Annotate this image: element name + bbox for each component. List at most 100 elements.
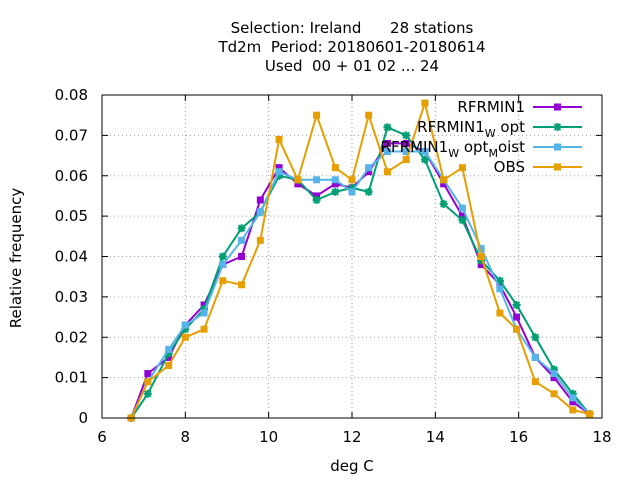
data-point bbox=[275, 171, 284, 180]
title-line-2: Td2m Period: 20180601-20180614 bbox=[217, 38, 485, 56]
x-tick-label: 12 bbox=[342, 428, 361, 446]
data-point bbox=[440, 176, 448, 184]
data-point bbox=[331, 176, 339, 184]
data-point bbox=[513, 313, 521, 321]
series-line bbox=[130, 142, 591, 419]
legend-label: OBS bbox=[494, 158, 525, 176]
legend-item: OBS bbox=[494, 158, 582, 176]
data-point bbox=[402, 139, 410, 147]
data-point bbox=[420, 155, 429, 164]
data-point bbox=[496, 309, 504, 317]
y-tick-label: 0 bbox=[78, 409, 88, 427]
legend-item: RFRMIN1W optMoist bbox=[381, 138, 582, 160]
data-point bbox=[294, 180, 302, 188]
data-point bbox=[200, 301, 208, 309]
data-point bbox=[348, 183, 356, 192]
data-point bbox=[550, 370, 558, 378]
data-point bbox=[200, 304, 209, 313]
legend-item: RFRMIN1W opt bbox=[417, 118, 582, 140]
data-point bbox=[439, 200, 448, 209]
legend-marker bbox=[553, 123, 562, 131]
series-1 bbox=[127, 139, 593, 422]
data-point bbox=[256, 208, 264, 216]
data-point bbox=[256, 196, 264, 204]
data-point bbox=[219, 261, 227, 269]
data-point bbox=[164, 349, 173, 358]
data-point bbox=[312, 195, 321, 204]
x-tick-label: 10 bbox=[259, 428, 278, 446]
data-point bbox=[238, 236, 246, 244]
data-point bbox=[531, 333, 540, 342]
data-point bbox=[477, 256, 486, 265]
data-point bbox=[238, 253, 246, 260]
data-point bbox=[218, 252, 227, 261]
data-point bbox=[348, 176, 356, 184]
data-point bbox=[165, 353, 173, 361]
data-point bbox=[165, 345, 173, 353]
y-tick-label: 0.03 bbox=[55, 288, 88, 306]
data-point bbox=[568, 389, 577, 398]
y-tick-label: 0.06 bbox=[55, 167, 88, 185]
data-point bbox=[512, 300, 521, 309]
legend-label: RFRMIN1W optMoist bbox=[381, 138, 526, 160]
data-point bbox=[237, 224, 246, 233]
data-point bbox=[513, 325, 521, 333]
data-point bbox=[275, 135, 283, 143]
data-point bbox=[294, 176, 302, 184]
data-point bbox=[477, 261, 485, 269]
legend-marker bbox=[554, 163, 561, 171]
data-point bbox=[550, 374, 558, 382]
data-point bbox=[200, 325, 208, 333]
data-point bbox=[144, 370, 152, 378]
data-point bbox=[313, 176, 321, 184]
data-point bbox=[586, 410, 593, 418]
x-tick-label: 18 bbox=[592, 428, 611, 446]
data-point bbox=[458, 164, 466, 172]
y-tick-label: 0.02 bbox=[55, 328, 88, 346]
data-point bbox=[402, 148, 410, 156]
data-point bbox=[181, 325, 190, 334]
y-tick-label: 0.07 bbox=[55, 126, 88, 144]
axis-ticks: 6 8 10 12 14 16 18 0 0.01 0.02 0.03 0.04 0.05 0.06 0.0… bbox=[55, 86, 612, 446]
legend-label: RFRMIN1W opt bbox=[417, 118, 525, 140]
series-layer bbox=[127, 99, 594, 422]
x-axis-label: deg C bbox=[330, 457, 374, 475]
data-point bbox=[219, 277, 227, 285]
data-point bbox=[496, 281, 504, 289]
y-tick-label: 0.01 bbox=[55, 369, 88, 387]
data-point bbox=[458, 204, 466, 212]
data-point bbox=[569, 398, 577, 406]
series-2 bbox=[127, 123, 594, 422]
data-point bbox=[531, 378, 539, 386]
data-point bbox=[383, 123, 392, 132]
data-point bbox=[569, 394, 577, 402]
series-line bbox=[130, 150, 591, 419]
data-point bbox=[421, 148, 429, 156]
data-point bbox=[365, 164, 373, 172]
data-point bbox=[477, 244, 485, 252]
data-point bbox=[402, 156, 410, 164]
legend-marker bbox=[554, 143, 561, 151]
title-line-3: Used 00 + 01 02 ... 24 bbox=[265, 57, 439, 75]
legend-label: RFRMIN1 bbox=[457, 98, 525, 116]
data-point bbox=[165, 362, 173, 370]
data-point bbox=[531, 353, 539, 361]
y-tick-label: 0.08 bbox=[55, 86, 88, 104]
legend-marker bbox=[554, 103, 561, 111]
data-point bbox=[365, 111, 373, 119]
data-point bbox=[365, 168, 373, 176]
data-point bbox=[477, 253, 485, 260]
data-point bbox=[144, 378, 152, 386]
y-axis-label: Relative frequency bbox=[7, 188, 25, 329]
data-point bbox=[364, 187, 373, 196]
grid bbox=[102, 95, 602, 418]
data-point bbox=[402, 131, 411, 140]
legend-item: RFRMIN1 bbox=[457, 98, 582, 116]
data-point bbox=[313, 111, 321, 119]
x-tick-label: 16 bbox=[509, 428, 528, 446]
data-point bbox=[143, 389, 152, 398]
data-point bbox=[331, 164, 339, 172]
data-point bbox=[383, 168, 391, 176]
